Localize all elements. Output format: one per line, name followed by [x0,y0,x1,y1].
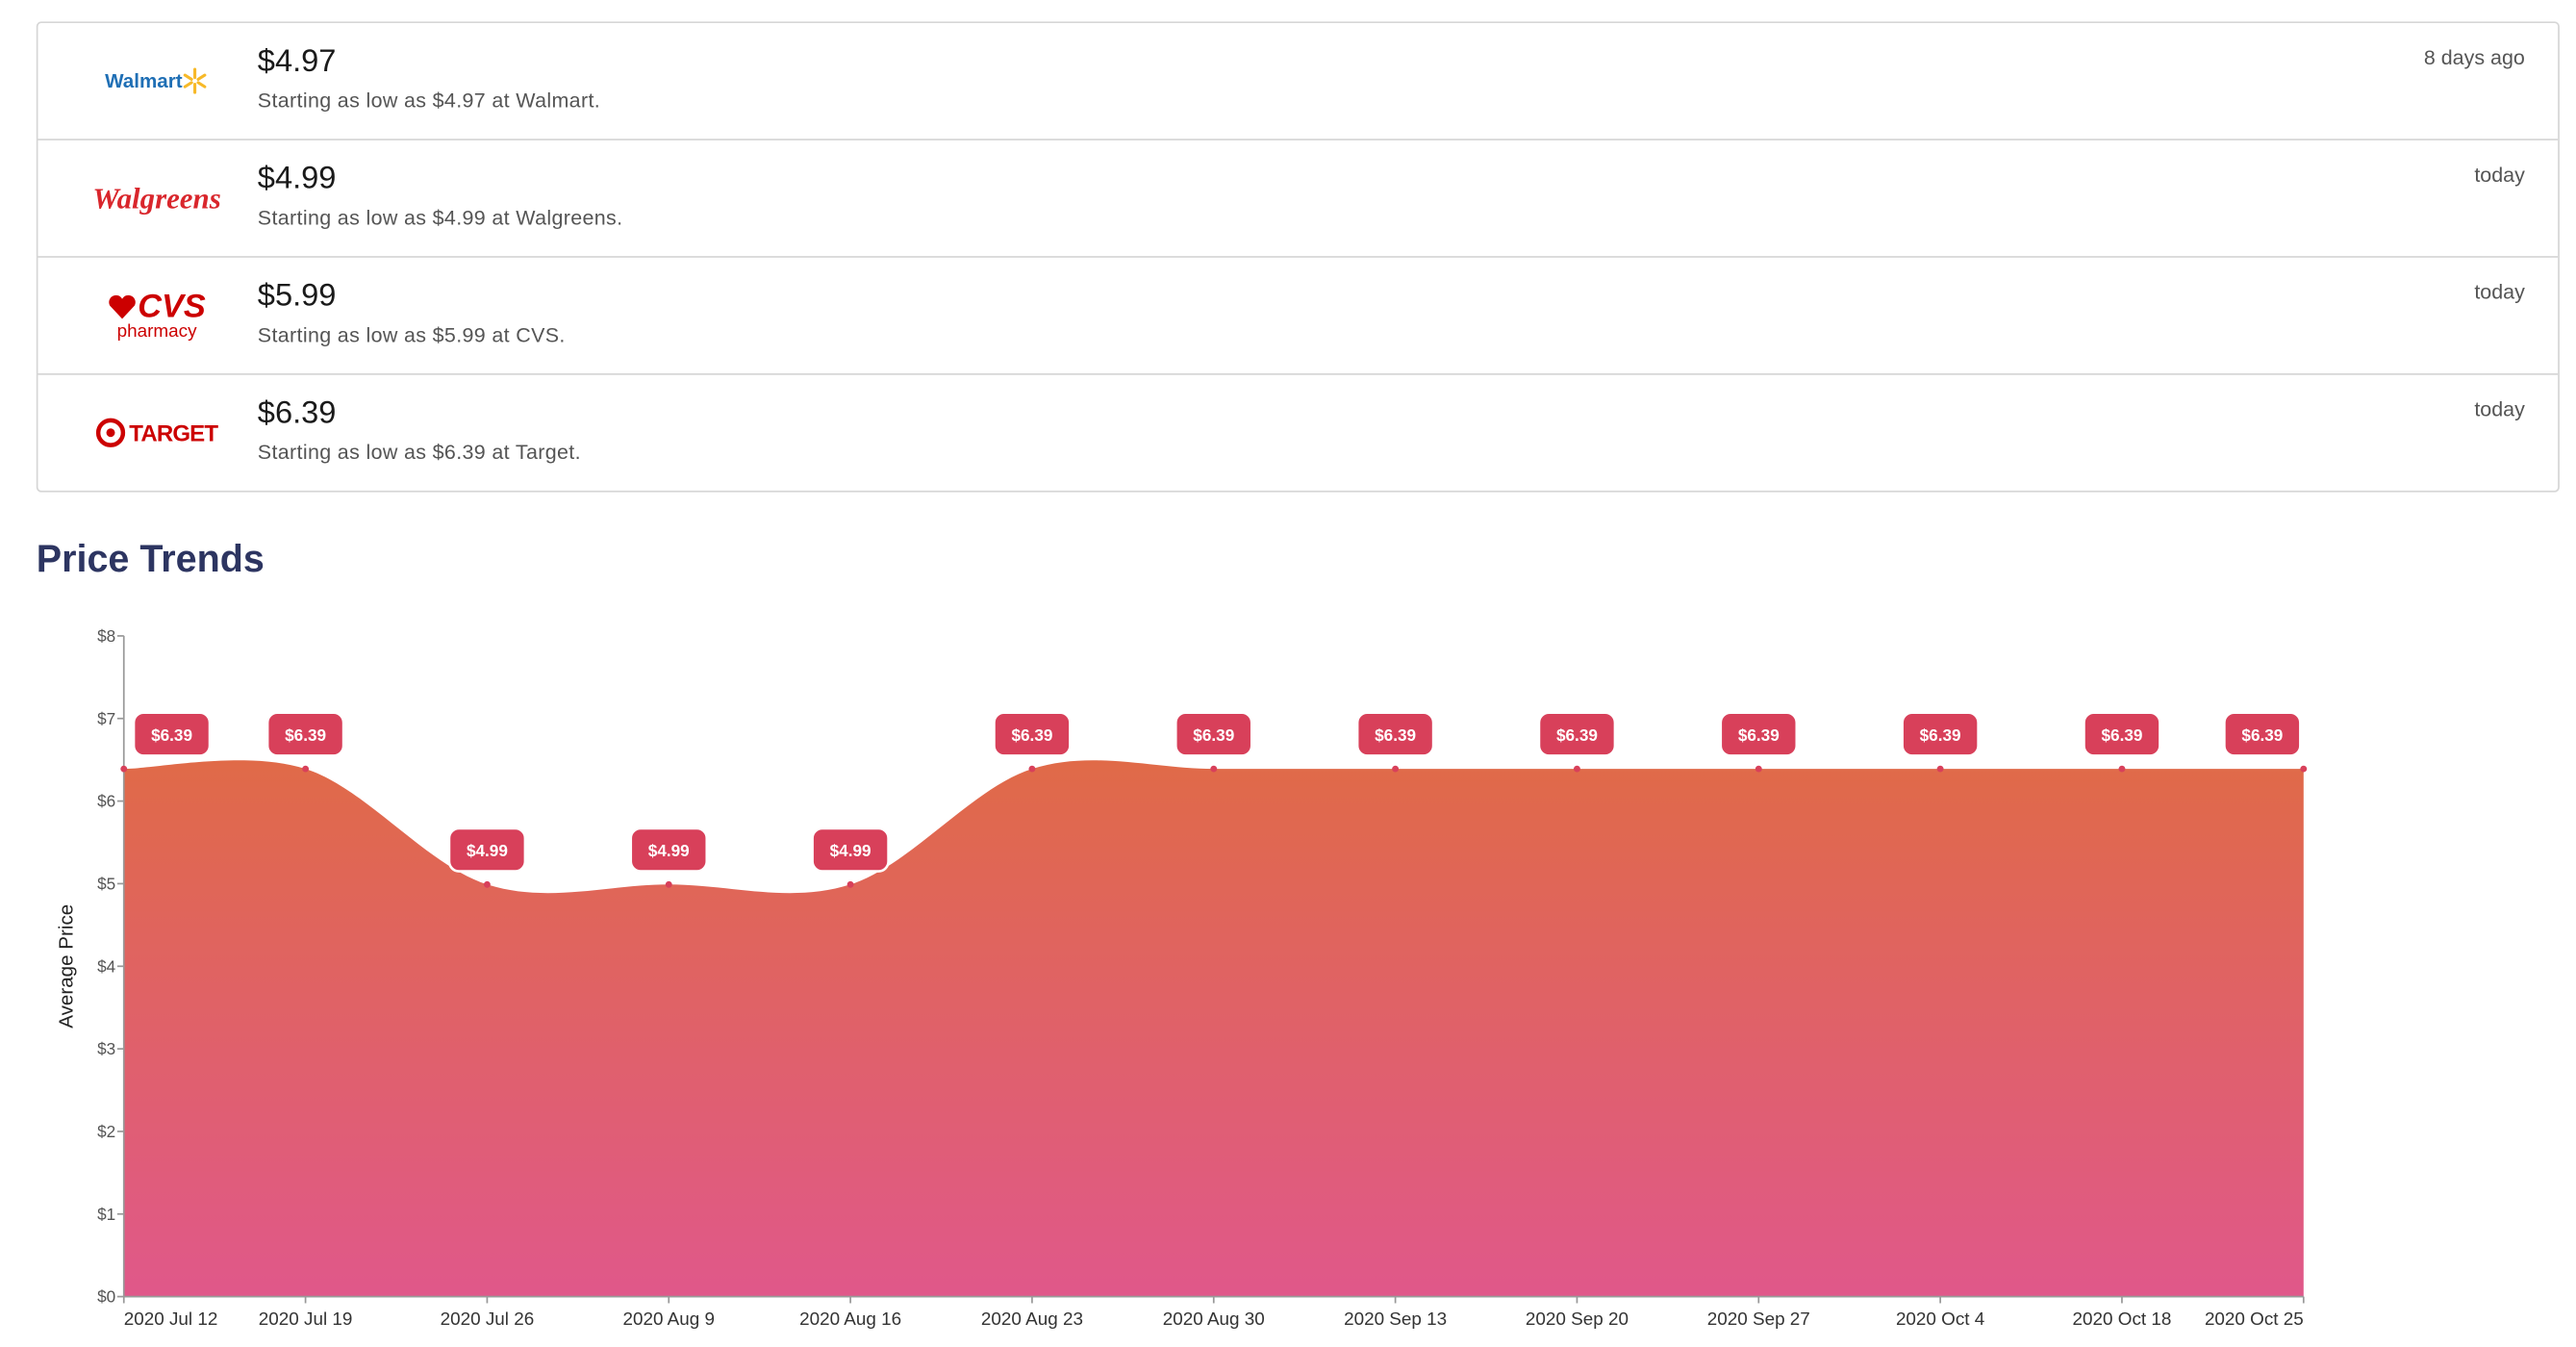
point [1392,765,1400,773]
x-tick-label: 2020 Sep 20 [1526,1309,1629,1330]
point [2118,765,2126,773]
y-tick-label: $1 [97,1205,115,1224]
y-tick-label: $7 [97,709,115,728]
offer[interactable]: Walmart $4.97 Starting as low as $4.97 a… [38,23,2558,139]
y-tick-label: $0 [97,1287,115,1307]
point [1936,765,1944,773]
time: today [2474,163,2525,187]
y-axis-label: Average Price [56,904,78,1029]
bullseye [96,418,126,447]
logo-text: Walgreens [92,180,221,215]
value-label-box [1719,711,1799,757]
y-tick-label: $3 [97,1039,115,1058]
price: $4.97 [257,44,337,80]
value-label: $6.39 [1556,725,1598,745]
time: today [2474,397,2525,421]
value-label-box [2083,711,2161,757]
logo-text: Walmart [105,69,183,93]
x-tick-label: 2020 Aug 23 [981,1309,1083,1330]
value-label: $6.39 [1920,725,1961,745]
y-tick-label: $5 [97,874,115,893]
value-label: $6.39 [2241,725,2283,745]
price: $4.99 [257,162,337,197]
value-label: $6.39 [1738,725,1780,745]
x-tick-label: 2020 Sep 27 [1707,1309,1810,1330]
value-label-box [1174,711,1253,757]
logo: CVS pharmacy [71,258,243,373]
value-label: $6.39 [151,725,192,745]
x-tick-label: 2020 Sep 13 [1344,1309,1447,1330]
value-label: $4.99 [830,841,871,860]
point [1755,765,1762,773]
spark [184,67,208,94]
point [1210,765,1218,773]
value-label: $6.39 [1193,725,1234,745]
y-tick-label: $4 [97,956,116,976]
value-label: $6.39 [2101,725,2142,745]
time: 8 days ago [2423,46,2525,70]
value-label-box [1355,711,1435,757]
offer[interactable]: TARGET $6.39 Starting as low as $6.39 at… [38,372,2559,491]
point [846,880,854,888]
x-tick-label: 2020 Jul 26 [441,1309,535,1330]
value-label-box [1537,711,1617,757]
value-label-box [993,711,1072,757]
logo-sub: pharmacy [116,320,197,342]
logo-top: CVS [108,288,206,325]
value-label: $6.39 [285,725,326,745]
point [483,880,491,888]
value-label-box [629,826,709,873]
section-title: Price Trends [36,536,265,580]
value-label-box [1901,711,1980,757]
y-tick-label: $8 [97,626,115,646]
value-label-box [132,711,212,757]
x-tick-label: 2020 Jul 12 [124,1309,218,1330]
x-tick-label: 2020 Aug 30 [1163,1309,1265,1330]
price: $5.99 [257,279,337,315]
description: Starting as low as $4.99 at Walgreens. [257,206,623,230]
x-tick-label: 2020 Aug 9 [622,1309,715,1330]
logo: Walmart [71,23,243,139]
offer[interactable]: CVS pharmacy $5.99 Starting as low as $5… [38,256,2559,373]
logo-text: CVS [138,288,206,325]
value-label-box [265,711,345,757]
value-label-box [447,826,527,873]
value-label-box [811,826,890,873]
point [1574,765,1580,773]
point [1028,765,1036,773]
description: Starting as low as $6.39 at Target. [257,441,581,465]
price: $6.39 [257,396,337,432]
logo: TARGET [71,375,243,491]
point [665,880,672,888]
x-tick-label: 2020 Oct 25 [2205,1309,2304,1330]
logo: Walgreens [71,140,243,256]
value-label-box [2223,711,2302,757]
point [302,765,310,773]
logo-text: TARGET [129,419,218,446]
x-tick-label: 2020 Jul 19 [259,1309,353,1330]
point [2300,765,2308,773]
x-tick-label: 2020 Aug 16 [799,1309,901,1330]
y-tick-label: $2 [97,1122,115,1141]
heart [110,294,137,318]
y-tick-label: $6 [97,792,115,811]
offer[interactable]: Walgreens $4.99 Starting as low as $4.99… [38,139,2559,256]
offer-list: Walmart $4.97 Starting as low as $4.97 a… [36,21,2560,493]
description: Starting as low as $4.97 at Walmart. [257,89,601,113]
value-label: $4.99 [467,841,508,860]
time: today [2474,280,2525,304]
value-label: $4.99 [648,841,690,860]
area [123,760,2304,1297]
x-tick-label: 2020 Oct 4 [1896,1309,1984,1330]
value-label: $6.39 [1011,725,1052,745]
x-tick-label: 2020 Oct 18 [2073,1309,2172,1330]
description: Starting as low as $5.99 at CVS. [257,323,566,347]
point [120,765,128,773]
value-label: $6.39 [1375,725,1416,745]
